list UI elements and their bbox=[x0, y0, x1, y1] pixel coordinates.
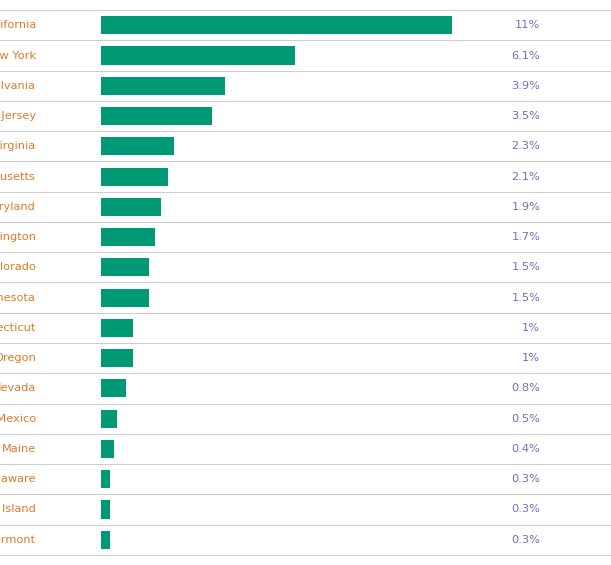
Bar bbox=[101, 107, 213, 125]
Bar bbox=[101, 258, 148, 276]
Text: New Mexico: New Mexico bbox=[0, 414, 36, 424]
Bar bbox=[101, 16, 452, 34]
Text: 1.9%: 1.9% bbox=[511, 202, 540, 212]
Bar bbox=[101, 410, 117, 428]
Text: 0.3%: 0.3% bbox=[511, 474, 540, 484]
Text: Connecticut: Connecticut bbox=[0, 323, 36, 333]
Bar bbox=[101, 501, 111, 519]
Text: 3.9%: 3.9% bbox=[511, 81, 540, 91]
Text: New Jersey: New Jersey bbox=[0, 111, 36, 121]
Text: 2.1%: 2.1% bbox=[511, 172, 540, 181]
Text: 1.5%: 1.5% bbox=[511, 293, 540, 303]
Text: 0.4%: 0.4% bbox=[511, 444, 540, 454]
Text: Washington: Washington bbox=[0, 232, 36, 242]
Text: Massachusetts: Massachusetts bbox=[0, 172, 36, 181]
Bar bbox=[101, 531, 111, 549]
Text: Oregon: Oregon bbox=[0, 353, 36, 363]
Text: Pennsylvania: Pennsylvania bbox=[0, 81, 36, 91]
Text: 1.5%: 1.5% bbox=[511, 262, 540, 272]
Text: Virginia: Virginia bbox=[0, 141, 36, 151]
Bar bbox=[101, 198, 161, 216]
Bar bbox=[101, 228, 155, 246]
Bar bbox=[101, 77, 225, 95]
Bar bbox=[101, 319, 133, 337]
Text: Delaware: Delaware bbox=[0, 474, 36, 484]
Bar bbox=[101, 46, 296, 64]
Bar bbox=[101, 470, 111, 488]
Text: 11%: 11% bbox=[515, 20, 540, 31]
Text: California: California bbox=[0, 20, 36, 31]
Text: Vermont: Vermont bbox=[0, 534, 36, 545]
Text: 0.5%: 0.5% bbox=[511, 414, 540, 424]
Text: 2.3%: 2.3% bbox=[511, 141, 540, 151]
Text: 6.1%: 6.1% bbox=[511, 51, 540, 60]
Text: New York: New York bbox=[0, 51, 36, 60]
Text: 1.7%: 1.7% bbox=[511, 232, 540, 242]
Bar bbox=[101, 137, 174, 155]
Text: 0.8%: 0.8% bbox=[511, 384, 540, 393]
Text: Nevada: Nevada bbox=[0, 384, 36, 393]
Bar bbox=[101, 168, 168, 186]
Text: Maine: Maine bbox=[2, 444, 36, 454]
Bar bbox=[101, 349, 133, 367]
Text: 3.5%: 3.5% bbox=[511, 111, 540, 121]
Text: Minnesota: Minnesota bbox=[0, 293, 36, 303]
Bar bbox=[101, 379, 126, 397]
Text: Maryland: Maryland bbox=[0, 202, 36, 212]
Text: Colorado: Colorado bbox=[0, 262, 36, 272]
Text: 1%: 1% bbox=[522, 353, 540, 363]
Text: 0.3%: 0.3% bbox=[511, 505, 540, 514]
Text: 0.3%: 0.3% bbox=[511, 534, 540, 545]
Bar bbox=[101, 289, 148, 307]
Text: Rhode Island: Rhode Island bbox=[0, 505, 36, 514]
Text: 1%: 1% bbox=[522, 323, 540, 333]
Bar bbox=[101, 440, 114, 458]
